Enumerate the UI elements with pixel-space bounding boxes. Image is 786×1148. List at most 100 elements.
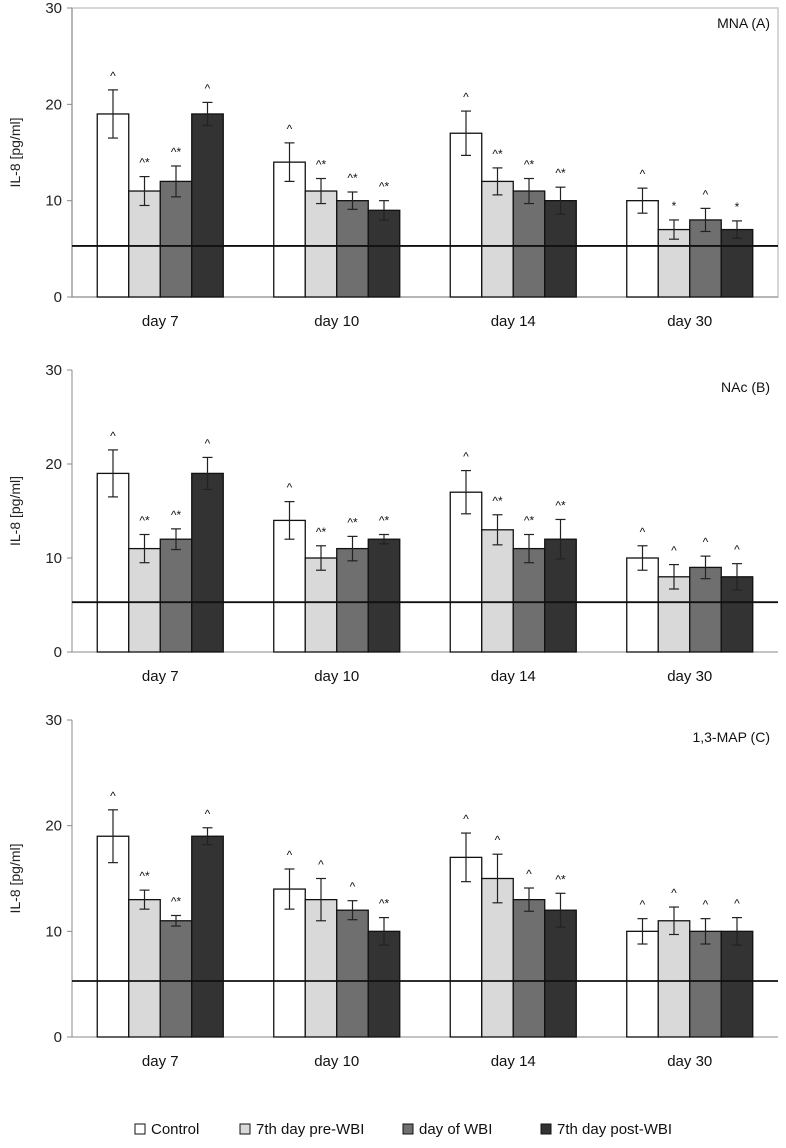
y-tick-label: 20: [45, 456, 62, 473]
chart-panel-2: 0 10 20 30 IL-8 [pg/ml] NAc (B) day 7 ^ ^* ^* ^ day…: [7, 362, 778, 685]
bar: [626, 557, 659, 653]
significance-label: ^*: [171, 894, 182, 908]
bar: [544, 909, 577, 1038]
significance-label: ^*: [171, 145, 182, 159]
significance-label: ^: [734, 897, 740, 911]
y-tick-label: 30: [45, 712, 62, 729]
significance-label: ^: [110, 789, 116, 803]
significance-label: ^: [495, 833, 501, 847]
bar: [481, 180, 514, 298]
significance-label: ^: [205, 81, 211, 95]
bar: [96, 472, 130, 653]
significance-label: ^: [703, 187, 709, 201]
y-tick-label: 0: [54, 1029, 62, 1046]
x-tick-label: day 30: [667, 1053, 712, 1070]
significance-label: ^: [703, 898, 709, 912]
bar: [128, 898, 161, 1038]
x-tick-label: day 14: [491, 313, 536, 330]
legend-swatch: [239, 1123, 251, 1135]
significance-label: ^: [640, 898, 646, 912]
bar: [96, 113, 130, 298]
x-tick-label: day 14: [491, 668, 536, 685]
bar: [367, 930, 401, 1038]
significance-label: ^: [287, 848, 293, 862]
x-tick-label: day 10: [314, 313, 359, 330]
significance-label: ^*: [492, 147, 503, 161]
bar: [512, 190, 546, 298]
bar: [159, 538, 193, 653]
significance-label: ^*: [139, 156, 150, 170]
significance-label: *: [672, 199, 677, 213]
y-tick-label: 10: [45, 550, 62, 567]
bar: [689, 566, 722, 653]
significance-label: ^*: [347, 171, 358, 185]
significance-label: ^: [463, 450, 469, 464]
bar: [626, 930, 659, 1038]
significance-label: ^*: [139, 869, 150, 883]
significance-label: ^*: [555, 166, 566, 180]
x-tick-label: day 7: [142, 1053, 179, 1070]
significance-label: ^*: [379, 180, 390, 194]
bar: [128, 190, 161, 298]
bar: [336, 909, 369, 1038]
significance-label: ^: [110, 429, 116, 443]
significance-label: ^: [463, 812, 469, 826]
bar: [481, 529, 514, 653]
significance-label: ^: [463, 90, 469, 104]
significance-label: ^: [526, 867, 532, 881]
legend-swatch: [540, 1123, 552, 1135]
panel-title: MNA (A): [717, 15, 770, 31]
significance-label: ^*: [555, 872, 566, 886]
bar: [159, 180, 193, 298]
significance-label: ^*: [139, 514, 150, 528]
significance-label: ^: [734, 543, 740, 557]
legend-swatch: [134, 1123, 146, 1135]
significance-label: ^: [350, 880, 356, 894]
significance-label: ^*: [379, 897, 390, 911]
significance-label: ^: [671, 886, 677, 900]
legend-label: 7th day post-WBI: [557, 1121, 672, 1138]
significance-label: ^: [287, 481, 293, 495]
bar: [191, 113, 224, 298]
x-tick-label: day 7: [142, 668, 179, 685]
bar: [544, 200, 577, 298]
bar: [657, 920, 691, 1038]
x-tick-label: day 7: [142, 313, 179, 330]
legend-swatch: [402, 1123, 414, 1135]
bar: [273, 161, 306, 298]
bar: [512, 547, 546, 653]
significance-label: ^*: [555, 498, 566, 512]
significance-label: ^*: [171, 508, 182, 522]
y-tick-label: 30: [45, 362, 62, 379]
significance-label: ^: [205, 436, 211, 450]
significance-label: ^: [287, 122, 293, 136]
x-tick-label: day 10: [314, 668, 359, 685]
chart-panel-3: 0 10 20 30 IL-8 [pg/ml] 1,3-MAP (C) day 7 ^ ^* ^*…: [7, 712, 778, 1070]
bar: [191, 835, 224, 1038]
bar: [689, 930, 722, 1038]
legend-label: Control: [151, 1121, 199, 1138]
bar: [720, 930, 754, 1038]
y-axis-label: IL-8 [pg/ml]: [7, 843, 23, 913]
x-tick-label: day 10: [314, 1053, 359, 1070]
significance-label: ^*: [524, 514, 535, 528]
y-axis-label: IL-8 [pg/ml]: [7, 476, 23, 546]
bar: [449, 491, 483, 653]
significance-label: *: [735, 200, 740, 214]
significance-label: ^: [703, 535, 709, 549]
significance-label: ^: [671, 544, 677, 558]
legend-label: day of WBI: [419, 1121, 492, 1138]
bar: [449, 132, 483, 298]
x-tick-label: day 30: [667, 313, 712, 330]
bar: [273, 519, 306, 653]
significance-label: ^*: [524, 158, 535, 172]
bar: [336, 547, 369, 653]
y-tick-label: 10: [45, 923, 62, 940]
bar: [304, 557, 338, 653]
significance-label: ^*: [492, 494, 503, 508]
significance-label: ^: [205, 807, 211, 821]
legend: Control 7th day pre-WBI day of WBI 7th day …: [134, 1121, 672, 1138]
bar: [336, 200, 369, 298]
x-tick-label: day 14: [491, 1053, 536, 1070]
